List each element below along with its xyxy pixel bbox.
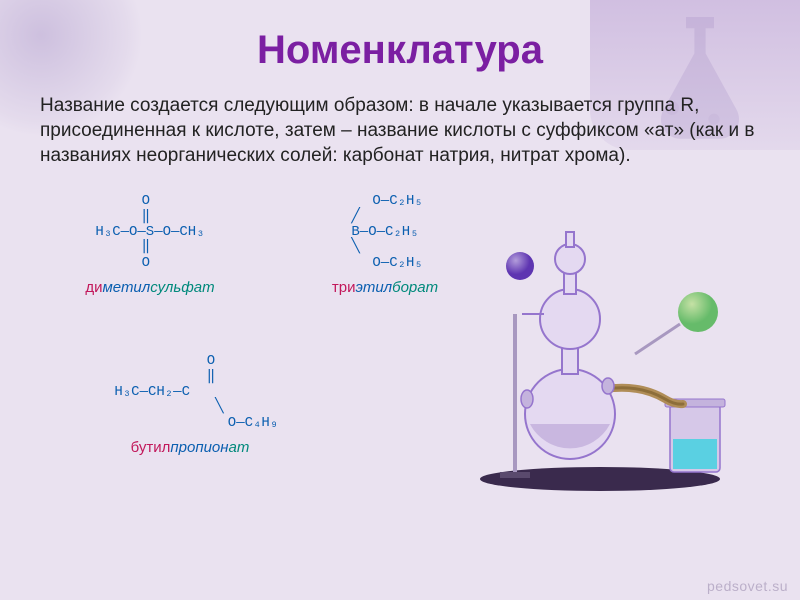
molecule-butylpropionate: O ‖ H₃C―CH₂―C ╲ O―C₄H₉ бутилпропионат xyxy=(70,354,310,456)
molecule-formula: O―C₂H₅ ╱ B―O―C₂H₅ ╲ O―C₂H₅ xyxy=(295,194,475,271)
name-mid: этил xyxy=(355,279,392,296)
name-prefix: ди xyxy=(85,279,102,296)
name-suffix: ат xyxy=(229,439,250,456)
name-mid: метил xyxy=(102,279,150,296)
page-title: Номенклатура xyxy=(40,28,760,73)
molecule-triethylborate: O―C₂H₅ ╱ B―O―C₂H₅ ╲ O―C₂H₅ триэтилборат xyxy=(295,194,475,296)
name-prefix: три xyxy=(332,279,356,296)
molecule-formula: O ‖ H₃C―CH₂―C ╲ O―C₄H₉ xyxy=(70,354,310,431)
body-paragraph: Название создается следующим образом: в … xyxy=(40,93,760,168)
molecule-name: бутилпропионат xyxy=(70,439,310,456)
lab-apparatus-illustration xyxy=(470,214,750,494)
name-prefix: бутил xyxy=(131,439,171,456)
name-suffix: сульфат xyxy=(150,279,214,296)
molecule-name: триэтилборат xyxy=(295,279,475,296)
watermark: pedsovet.su xyxy=(707,578,788,594)
molecule-formula: O ‖ H₃C―O―S―O―CH₃ ‖ O xyxy=(40,194,260,271)
molecule-diagrams: O ‖ H₃C―O―S―O―CH₃ ‖ O диметилсульфат O―C… xyxy=(40,194,760,524)
name-mid: пропион xyxy=(170,439,228,456)
molecule-dimethylsulfate: O ‖ H₃C―O―S―O―CH₃ ‖ O диметилсульфат xyxy=(40,194,260,296)
name-suffix: борат xyxy=(392,279,438,296)
slide-content: Номенклатура Название создается следующи… xyxy=(0,0,800,600)
molecule-name: диметилсульфат xyxy=(40,279,260,296)
